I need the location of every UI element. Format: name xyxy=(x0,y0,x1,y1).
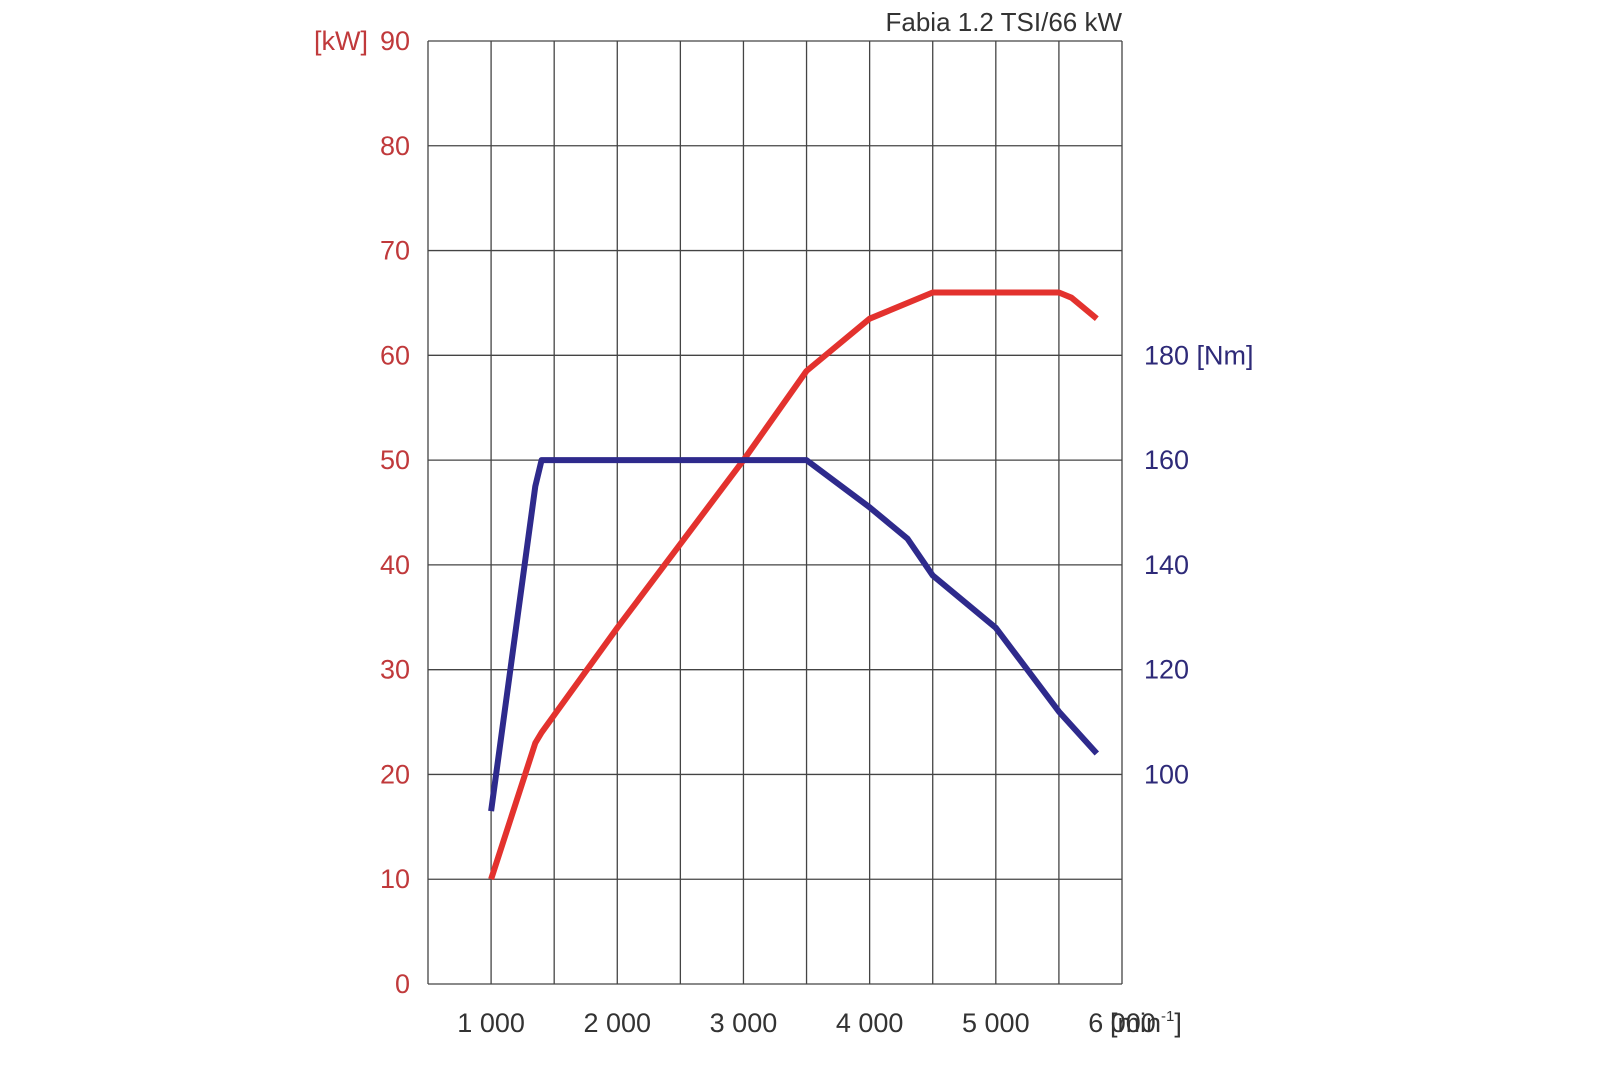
power-series-line xyxy=(488,289,1099,881)
y-left-tick-label: 60 xyxy=(380,340,410,370)
x-tick-label: 1 000 xyxy=(457,1008,525,1038)
x-tick-label: 2 000 xyxy=(583,1008,651,1038)
series-layer xyxy=(488,289,1100,881)
y-left-tick-label: 50 xyxy=(380,445,410,475)
y-left-unit-label: [kW] xyxy=(314,26,368,56)
y-left-tick-label: 10 xyxy=(380,864,410,894)
y-left-tick-label: 0 xyxy=(395,969,410,999)
y-left-tick-label: 30 xyxy=(380,655,410,685)
labels: 0 10 20 30 40 50 60 70 80 90 [kW] 100 120 140 160 180 [… xyxy=(314,7,1254,1038)
y-right-tick-label: 120 xyxy=(1144,655,1189,685)
chart-title: Fabia 1.2 TSI/66 kW xyxy=(885,7,1122,37)
x-unit-label: [min-1] xyxy=(1110,1008,1182,1038)
x-tick-label: 3 000 xyxy=(710,1008,778,1038)
y-left-tick-label: 90 xyxy=(380,26,410,56)
x-tick-label: 4 000 xyxy=(836,1008,904,1038)
torque-series-line xyxy=(488,457,1100,812)
x-tick-label: 6 000 xyxy=(1088,1008,1156,1038)
y-right-tick-label: 180 [Nm] xyxy=(1144,340,1254,370)
y-left-tick-label: 20 xyxy=(380,759,410,789)
y-left-tick-label: 80 xyxy=(380,131,410,161)
y-right-tick-label: 140 xyxy=(1144,550,1189,580)
y-left-tick-label: 70 xyxy=(380,236,410,266)
y-right-tick-label: 100 xyxy=(1144,759,1189,789)
x-tick-label: 5 000 xyxy=(962,1008,1030,1038)
y-left-tick-label: 40 xyxy=(380,550,410,580)
y-right-tick-label: 160 xyxy=(1144,445,1189,475)
